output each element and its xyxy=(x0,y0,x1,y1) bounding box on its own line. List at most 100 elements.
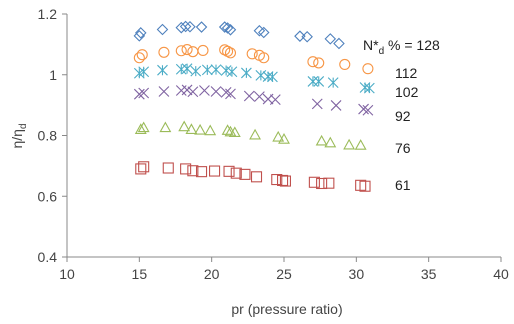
x-tick-label: 25 xyxy=(276,266,292,282)
x-marker xyxy=(133,88,145,100)
x-marker xyxy=(362,104,374,116)
x-marker xyxy=(220,86,232,98)
diamond-marker xyxy=(253,24,266,37)
triangle-marker xyxy=(278,133,290,144)
x-marker xyxy=(254,91,265,103)
x-tick-label: 20 xyxy=(204,266,220,282)
x-marker xyxy=(187,86,199,98)
tick-labels: 10 15 20 25 30 35 40 0.4 0.6 0.8 1 1.2 xyxy=(38,6,509,282)
x-tick-label: 10 xyxy=(59,266,75,282)
square-marker xyxy=(277,174,289,187)
axes xyxy=(62,13,502,262)
square-marker xyxy=(239,168,251,180)
square-marker xyxy=(187,165,199,177)
circle-marker xyxy=(175,45,187,57)
series-label-square: 61 xyxy=(395,177,411,193)
x-tick-label: 35 xyxy=(421,266,437,282)
asterisk-marker xyxy=(157,64,168,76)
diamond-marker xyxy=(257,26,270,39)
square-marker xyxy=(223,165,235,177)
y-tick-label: 0.6 xyxy=(38,188,58,204)
circle-marker xyxy=(362,63,374,75)
diamond-marker xyxy=(156,23,169,36)
y-tick-label: 0.8 xyxy=(38,128,58,144)
diamond-marker xyxy=(221,22,234,34)
y-tick-label: 1.2 xyxy=(38,6,58,22)
square-marker xyxy=(271,173,283,186)
y-axis-title: η/ηd xyxy=(9,123,29,148)
square-marker xyxy=(323,177,335,189)
asterisk-marker xyxy=(363,82,375,94)
circle-marker xyxy=(339,58,351,70)
series-label-triangle: 76 xyxy=(395,140,411,156)
asterisk-marker xyxy=(327,77,339,89)
triangle-marker xyxy=(178,120,191,132)
x-marker xyxy=(181,84,193,96)
y-tick-label: 0.4 xyxy=(38,249,58,265)
x-marker xyxy=(158,86,170,97)
series-diamond-markers xyxy=(133,20,345,50)
asterisk-marker xyxy=(226,66,238,78)
circle-marker xyxy=(136,49,148,61)
circle-marker xyxy=(307,56,319,68)
series-square-markers xyxy=(135,161,371,192)
x-marker xyxy=(225,88,236,100)
square-marker xyxy=(308,176,320,188)
x-marker xyxy=(138,87,150,99)
triangle-marker xyxy=(249,128,262,140)
square-marker xyxy=(355,179,367,191)
square-marker xyxy=(230,167,242,179)
series-circle-markers xyxy=(133,43,374,75)
triangle-marker xyxy=(315,134,328,146)
diamond-marker xyxy=(135,27,147,39)
x-marker xyxy=(269,94,281,106)
triangle-marker xyxy=(137,121,150,133)
y-axis-title-main: η/η xyxy=(9,129,25,148)
series-label-diamond: N*d % = 128 xyxy=(363,37,440,57)
series-label-asterisk: 102 xyxy=(395,84,419,100)
asterisk-marker xyxy=(255,69,267,81)
series-asterisk-markers xyxy=(133,63,375,94)
triangle-marker xyxy=(204,124,217,136)
square-marker xyxy=(250,171,263,183)
square-marker xyxy=(316,177,328,190)
triangle-marker xyxy=(272,130,285,142)
diamond-marker xyxy=(294,30,306,42)
circle-marker xyxy=(181,43,193,56)
square-marker xyxy=(209,165,221,177)
circle-marker xyxy=(197,44,209,57)
asterisk-marker xyxy=(138,66,150,78)
x-tick-label: 40 xyxy=(493,266,509,282)
asterisk-marker xyxy=(190,65,202,77)
y-axis-title-subscript: d xyxy=(18,123,29,129)
circle-marker xyxy=(246,48,258,60)
diamond-marker xyxy=(301,31,313,43)
series-label-circle: 112 xyxy=(395,65,418,81)
x-marker xyxy=(210,86,222,97)
triangle-marker xyxy=(194,123,207,135)
x-marker xyxy=(311,98,323,110)
x-marker xyxy=(199,85,210,96)
triangle-marker xyxy=(343,138,356,150)
square-marker xyxy=(279,175,291,187)
diamond-marker xyxy=(218,21,231,33)
square-marker xyxy=(135,163,147,175)
square-marker xyxy=(180,163,192,175)
circle-marker xyxy=(258,52,270,64)
x-marker xyxy=(330,100,342,111)
x-marker xyxy=(358,103,369,115)
triangle-marker xyxy=(185,123,198,134)
triangle-marker xyxy=(134,123,147,134)
triangle-marker xyxy=(221,124,234,135)
diamond-marker xyxy=(195,21,208,33)
series-label-x: 92 xyxy=(395,108,411,124)
diamond-marker xyxy=(324,33,337,45)
asterisk-marker xyxy=(210,64,222,75)
diamond-marker xyxy=(175,21,188,34)
square-marker xyxy=(138,161,150,173)
triangle-marker xyxy=(354,139,367,150)
diamond-marker xyxy=(224,24,237,36)
x-tick-label: 15 xyxy=(132,266,148,282)
triangle-marker xyxy=(159,121,172,133)
